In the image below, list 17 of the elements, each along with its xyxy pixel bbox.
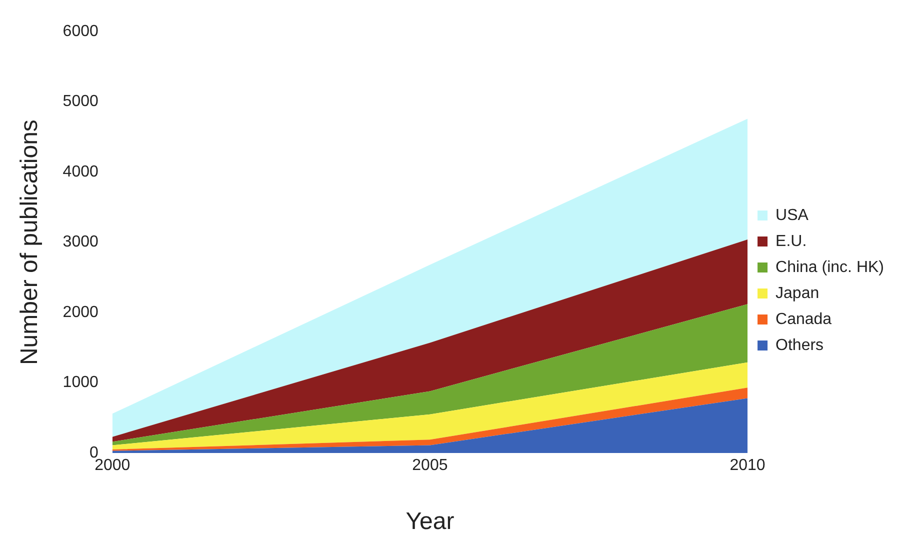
y-tick-label: 1000	[62, 374, 98, 392]
legend-label: China (inc. HK)	[776, 258, 884, 276]
legend-label: Japan	[776, 284, 820, 302]
y-tick-label: 3000	[62, 234, 98, 251]
y-tick-label: 2000	[62, 304, 98, 321]
y-tick-label: 4000	[62, 163, 98, 180]
x-axis-title: Year	[406, 508, 454, 536]
legend-label: Others	[776, 336, 824, 354]
y-tick-label: 5000	[62, 93, 98, 110]
y-axis-title: Number of publications	[16, 120, 44, 366]
legend-label: E.U.	[776, 232, 807, 250]
x-tick-label: 2005	[412, 457, 448, 474]
x-tick-label: 2000	[94, 457, 130, 474]
x-tick-label: 2010	[730, 457, 766, 474]
legend-label: USA	[776, 206, 809, 224]
y-tick-label: 6000	[62, 23, 98, 40]
legend-label: Canada	[776, 310, 832, 328]
